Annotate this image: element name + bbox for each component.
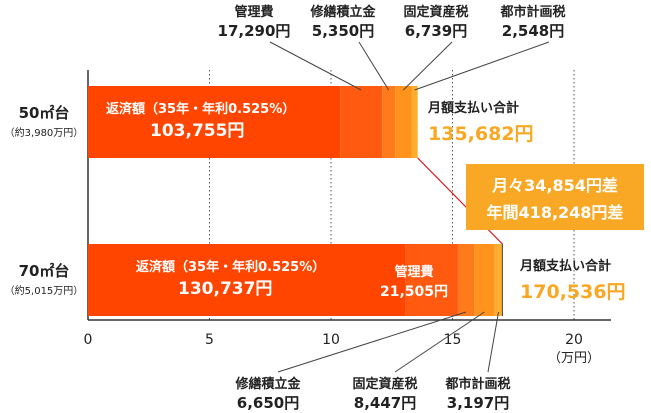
callout-leader [277,311,467,373]
bar-segment-repair [457,244,475,316]
callout-title: 修繕積立金 [234,376,301,392]
difference-yearly: 年間418,248円差 [487,203,624,222]
callout-title: 管理費 [234,4,273,20]
bar-segment-city_tax [411,86,418,158]
x-tick-label: 10 [322,332,340,348]
callout-amount: 8,447円 [354,394,416,412]
callout-amount: 17,290円 [218,22,291,40]
category-label: 70㎡台 [19,262,70,280]
x-tick-label: 15 [444,332,462,348]
difference-monthly: 月々34,854円差 [491,176,618,195]
callout-amount: 6,650円 [237,394,299,412]
bar-segment-property_tax [474,244,495,316]
repayment-title: 返済額（35年・年利0.525%） [106,101,295,117]
total-value: 170,536円 [520,281,626,303]
callout-leader [487,311,500,373]
bar-segment-repayment [88,244,406,316]
callout-title: 修繕積立金 [309,4,376,20]
callout-amount: 3,197円 [447,394,509,412]
total-label: 月額支払い合計 [427,100,519,116]
category-sublabel: （約5,015万円） [5,284,84,297]
callout-leader [269,41,362,91]
bar-segment-repair [382,86,396,158]
callout-leader [394,311,485,373]
x-tick-label: 20 [565,332,583,348]
category-label: 50㎡台 [19,104,70,122]
callout-title: 都市計画税 [444,376,510,392]
bar-segment-management [405,244,458,316]
repayment-title: 返済額（35年・年利0.525%） [136,259,325,275]
difference-box [466,164,644,230]
callout-amount: 5,350円 [312,22,374,40]
bar-segment-city_tax [494,244,503,316]
callout-title: 都市計画税 [499,4,565,20]
callout-amount: 2,548円 [502,22,564,40]
total-value: 135,682円 [428,123,534,145]
callout-title: 固定資産税 [403,4,468,20]
x-unit-label: （万円） [548,351,600,366]
callout-leader [414,41,550,91]
repayment-amount: 130,737円 [178,279,272,299]
bar-segment-management [340,86,383,158]
bar-segment-repayment [88,86,341,158]
callout-leader [402,41,453,91]
callout-title: 固定資産税 [352,376,417,392]
callout-amount: 6,739円 [405,22,467,40]
repayment-amount: 103,755円 [150,121,244,141]
x-tick-label: 0 [84,332,93,348]
callout-leader [358,41,390,91]
management-title: 管理費 [394,264,433,280]
category-sublabel: （約3,980万円） [5,126,84,139]
bar-segment-property_tax [395,86,412,158]
management-amount: 21,505円 [380,284,448,300]
x-tick-label: 5 [205,332,214,348]
total-label: 月額支払い合計 [519,258,611,274]
